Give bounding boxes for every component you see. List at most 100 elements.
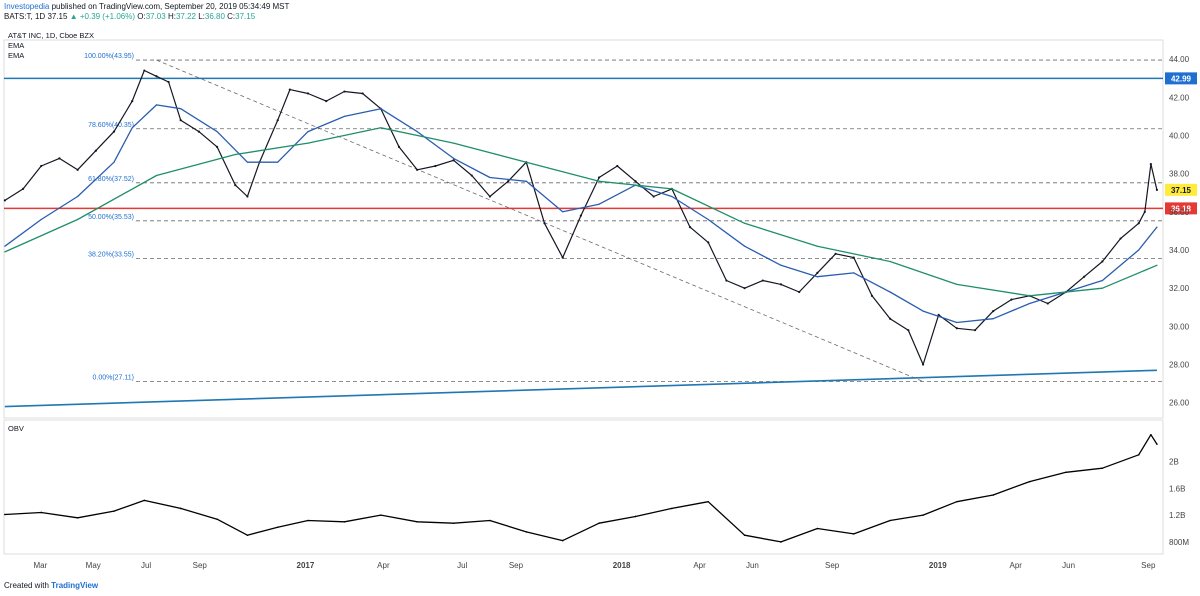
x-tick-label: 2019 bbox=[929, 561, 947, 570]
obv-point bbox=[489, 519, 491, 522]
ema-slow-point bbox=[671, 188, 673, 190]
x-tick-label: 2017 bbox=[297, 561, 315, 570]
price-series-point bbox=[325, 99, 328, 103]
fib-level-label: 61.80%(37.52) bbox=[88, 176, 134, 183]
obv-point bbox=[216, 518, 218, 520]
ema-fast-point bbox=[343, 115, 346, 117]
price-series-point bbox=[907, 329, 910, 332]
ema-fast-point bbox=[1156, 226, 1158, 228]
obv-point bbox=[179, 507, 182, 510]
price-series-point bbox=[361, 92, 364, 95]
obv-point bbox=[113, 510, 115, 512]
ema-legend-2[interactable]: EMA bbox=[8, 51, 25, 60]
obv-point bbox=[40, 511, 43, 514]
price-change: ▲ +0.39 (+1.06%) bbox=[69, 12, 135, 21]
ema-fast-point bbox=[1138, 249, 1140, 251]
obv-tick-label: 2B bbox=[1169, 458, 1179, 467]
ema-fast-point bbox=[131, 127, 133, 129]
price-series-point bbox=[816, 271, 819, 275]
ema-fast-point bbox=[77, 195, 79, 198]
ema-fast-point bbox=[1101, 279, 1103, 282]
ema-fast-point bbox=[525, 180, 527, 182]
price-series-point bbox=[1010, 298, 1013, 301]
tradingview-logo-text[interactable]: TradingView bbox=[51, 581, 99, 590]
obv-point bbox=[634, 515, 637, 518]
price-series-point bbox=[743, 287, 746, 290]
price-series-point bbox=[470, 174, 473, 177]
price-series-point bbox=[397, 145, 401, 149]
price-series-point bbox=[94, 149, 97, 152]
low-label: L: bbox=[198, 12, 205, 21]
fib-level-label: 0.00%(27.11) bbox=[92, 375, 134, 382]
y-tick-label: 26.00 bbox=[1169, 399, 1190, 408]
obv-legend[interactable]: OBV bbox=[8, 424, 24, 433]
fib-level-label: 50.00%(35.53) bbox=[88, 214, 134, 221]
x-tick-label: Jun bbox=[1062, 561, 1075, 570]
price-series-point bbox=[779, 283, 783, 286]
price-series-point bbox=[343, 90, 346, 93]
ema-slow-line bbox=[4, 127, 1158, 297]
ema-fast-point bbox=[307, 131, 309, 133]
obv-point bbox=[1137, 454, 1140, 456]
price-series-point bbox=[167, 80, 170, 84]
obv-tick-label: 800M bbox=[1169, 538, 1189, 547]
support-trendline bbox=[4, 369, 1157, 408]
dashed-trendline bbox=[156, 59, 924, 382]
obv-point bbox=[707, 500, 710, 503]
price-series-point bbox=[276, 119, 279, 122]
obv-point bbox=[307, 519, 309, 522]
price-series-point bbox=[561, 256, 564, 259]
ema-legend-1[interactable]: EMA bbox=[8, 41, 25, 50]
ema-slow-point bbox=[380, 127, 382, 129]
price-series-point bbox=[58, 157, 61, 160]
price-label-box bbox=[1165, 202, 1197, 215]
obv-point bbox=[992, 494, 995, 496]
y-tick-label: 38.00 bbox=[1169, 170, 1190, 179]
price-series-point bbox=[1155, 188, 1159, 191]
ema-fast-point bbox=[1029, 302, 1031, 305]
created-with: Created with TradingView bbox=[4, 581, 98, 591]
ema-fast-point bbox=[452, 157, 455, 159]
ema-slow-point bbox=[77, 218, 79, 221]
price-series-point bbox=[179, 119, 182, 122]
ema-fast-point bbox=[956, 321, 958, 324]
obv-line bbox=[4, 434, 1158, 543]
obv-tick-label: 1.6B bbox=[1169, 484, 1185, 493]
obv-point bbox=[743, 534, 746, 537]
close-value: 37.15 bbox=[235, 12, 256, 21]
ema-fast-point bbox=[246, 161, 249, 163]
ema-fast-point bbox=[380, 108, 382, 110]
price-label-box bbox=[1165, 183, 1197, 196]
low-value: 36.80 bbox=[204, 12, 225, 21]
price-series-point bbox=[306, 92, 310, 95]
price-series-point bbox=[143, 69, 146, 72]
price-series-point bbox=[1046, 302, 1049, 305]
price-series-point bbox=[921, 363, 925, 366]
obv-point bbox=[525, 531, 528, 533]
ema-slow-point bbox=[1156, 264, 1158, 266]
publish-info: Investopedia published on TradingView.co… bbox=[4, 2, 289, 12]
x-tick-label: Sep bbox=[193, 561, 208, 570]
price-series-point bbox=[1143, 210, 1146, 213]
obv-point bbox=[246, 534, 249, 537]
price-chart[interactable]: 100.00%(43.95) 78.60%(40.35) 61.80%(37.52)… bbox=[0, 22, 1200, 582]
ema-slow-point bbox=[1029, 295, 1031, 297]
x-tick-label: Apr bbox=[377, 561, 390, 570]
ema-slow-point bbox=[155, 174, 158, 177]
ema-fast-point bbox=[216, 131, 218, 133]
obv-point bbox=[76, 517, 79, 519]
obv-point bbox=[889, 519, 891, 522]
obv-point bbox=[671, 507, 673, 510]
x-tick-label: Sep bbox=[1141, 561, 1156, 570]
x-tick-label: Sep bbox=[825, 561, 840, 570]
main-pane-frame bbox=[3, 39, 1164, 419]
obv-point bbox=[4, 513, 6, 516]
chart-title-legend: AT&T INC, 1D, Cboe BZX bbox=[8, 31, 94, 40]
price-series-point bbox=[76, 168, 79, 171]
ema-fast-point bbox=[780, 264, 782, 266]
annotation-layer: 100.00%(43.95) 78.60%(40.35) 61.80%(37.52)… bbox=[4, 53, 1197, 408]
x-tick-label: Jun bbox=[746, 561, 759, 570]
price-series-point bbox=[234, 183, 237, 187]
price-series-point bbox=[955, 327, 958, 330]
brand-name[interactable]: Investopedia bbox=[4, 2, 50, 11]
